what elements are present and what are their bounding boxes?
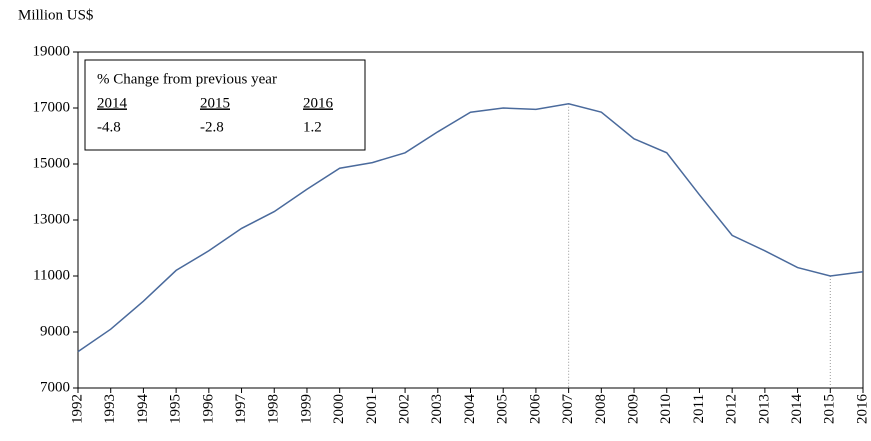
y-tick-label: 15000 [33, 155, 71, 171]
y-tick-label: 9000 [40, 323, 70, 339]
x-tick-label: 1996 [200, 394, 216, 425]
y-tick-label: 17000 [33, 99, 71, 115]
x-tick-label: 1998 [266, 394, 282, 424]
x-tick-label: 2013 [756, 394, 772, 424]
y-tick-label: 13000 [33, 211, 71, 227]
annotation-value: 1.2 [303, 119, 322, 135]
x-tick-label: 1999 [298, 394, 314, 424]
y-tick-label: 11000 [33, 267, 70, 283]
annotation-box [84, 59, 366, 151]
x-tick-label: 2010 [658, 394, 674, 424]
x-tick-label: 1993 [102, 394, 118, 424]
x-tick-label: 2016 [854, 394, 870, 425]
x-tick-label: 2014 [789, 394, 805, 425]
y-axis-label: Million US$ [18, 7, 94, 23]
x-tick-label: 1997 [233, 394, 249, 425]
x-tick-label: 2005 [495, 394, 511, 424]
x-tick-label: 1994 [135, 394, 151, 425]
x-tick-label: 2007 [560, 394, 576, 425]
x-tick-label: 1992 [69, 394, 85, 424]
x-tick-label: 2015 [822, 394, 838, 424]
x-tick-label: 2006 [527, 394, 543, 425]
x-tick-label: 2004 [462, 394, 478, 425]
annotation-year: 2016 [303, 95, 334, 111]
x-tick-label: 2001 [364, 394, 380, 424]
x-tick-label: 2009 [625, 394, 641, 424]
annotation-year: 2015 [200, 95, 230, 111]
x-tick-label: 2000 [331, 394, 347, 424]
x-tick-label: 2008 [593, 394, 609, 424]
annotation-title: % Change from previous year [97, 71, 277, 87]
y-tick-label: 19000 [33, 43, 71, 59]
x-tick-label: 2002 [397, 394, 413, 424]
annotation-year: 2014 [97, 95, 128, 111]
x-tick-label: 2011 [691, 394, 707, 423]
annotation-value: -4.8 [97, 119, 121, 135]
line-series [77, 103, 864, 353]
x-tick-label: 2012 [724, 394, 740, 424]
x-tick-label: 1995 [168, 394, 184, 424]
annotation-value: -2.8 [200, 119, 224, 135]
y-tick-label: 7000 [40, 379, 70, 395]
x-tick-label: 2003 [429, 394, 445, 424]
